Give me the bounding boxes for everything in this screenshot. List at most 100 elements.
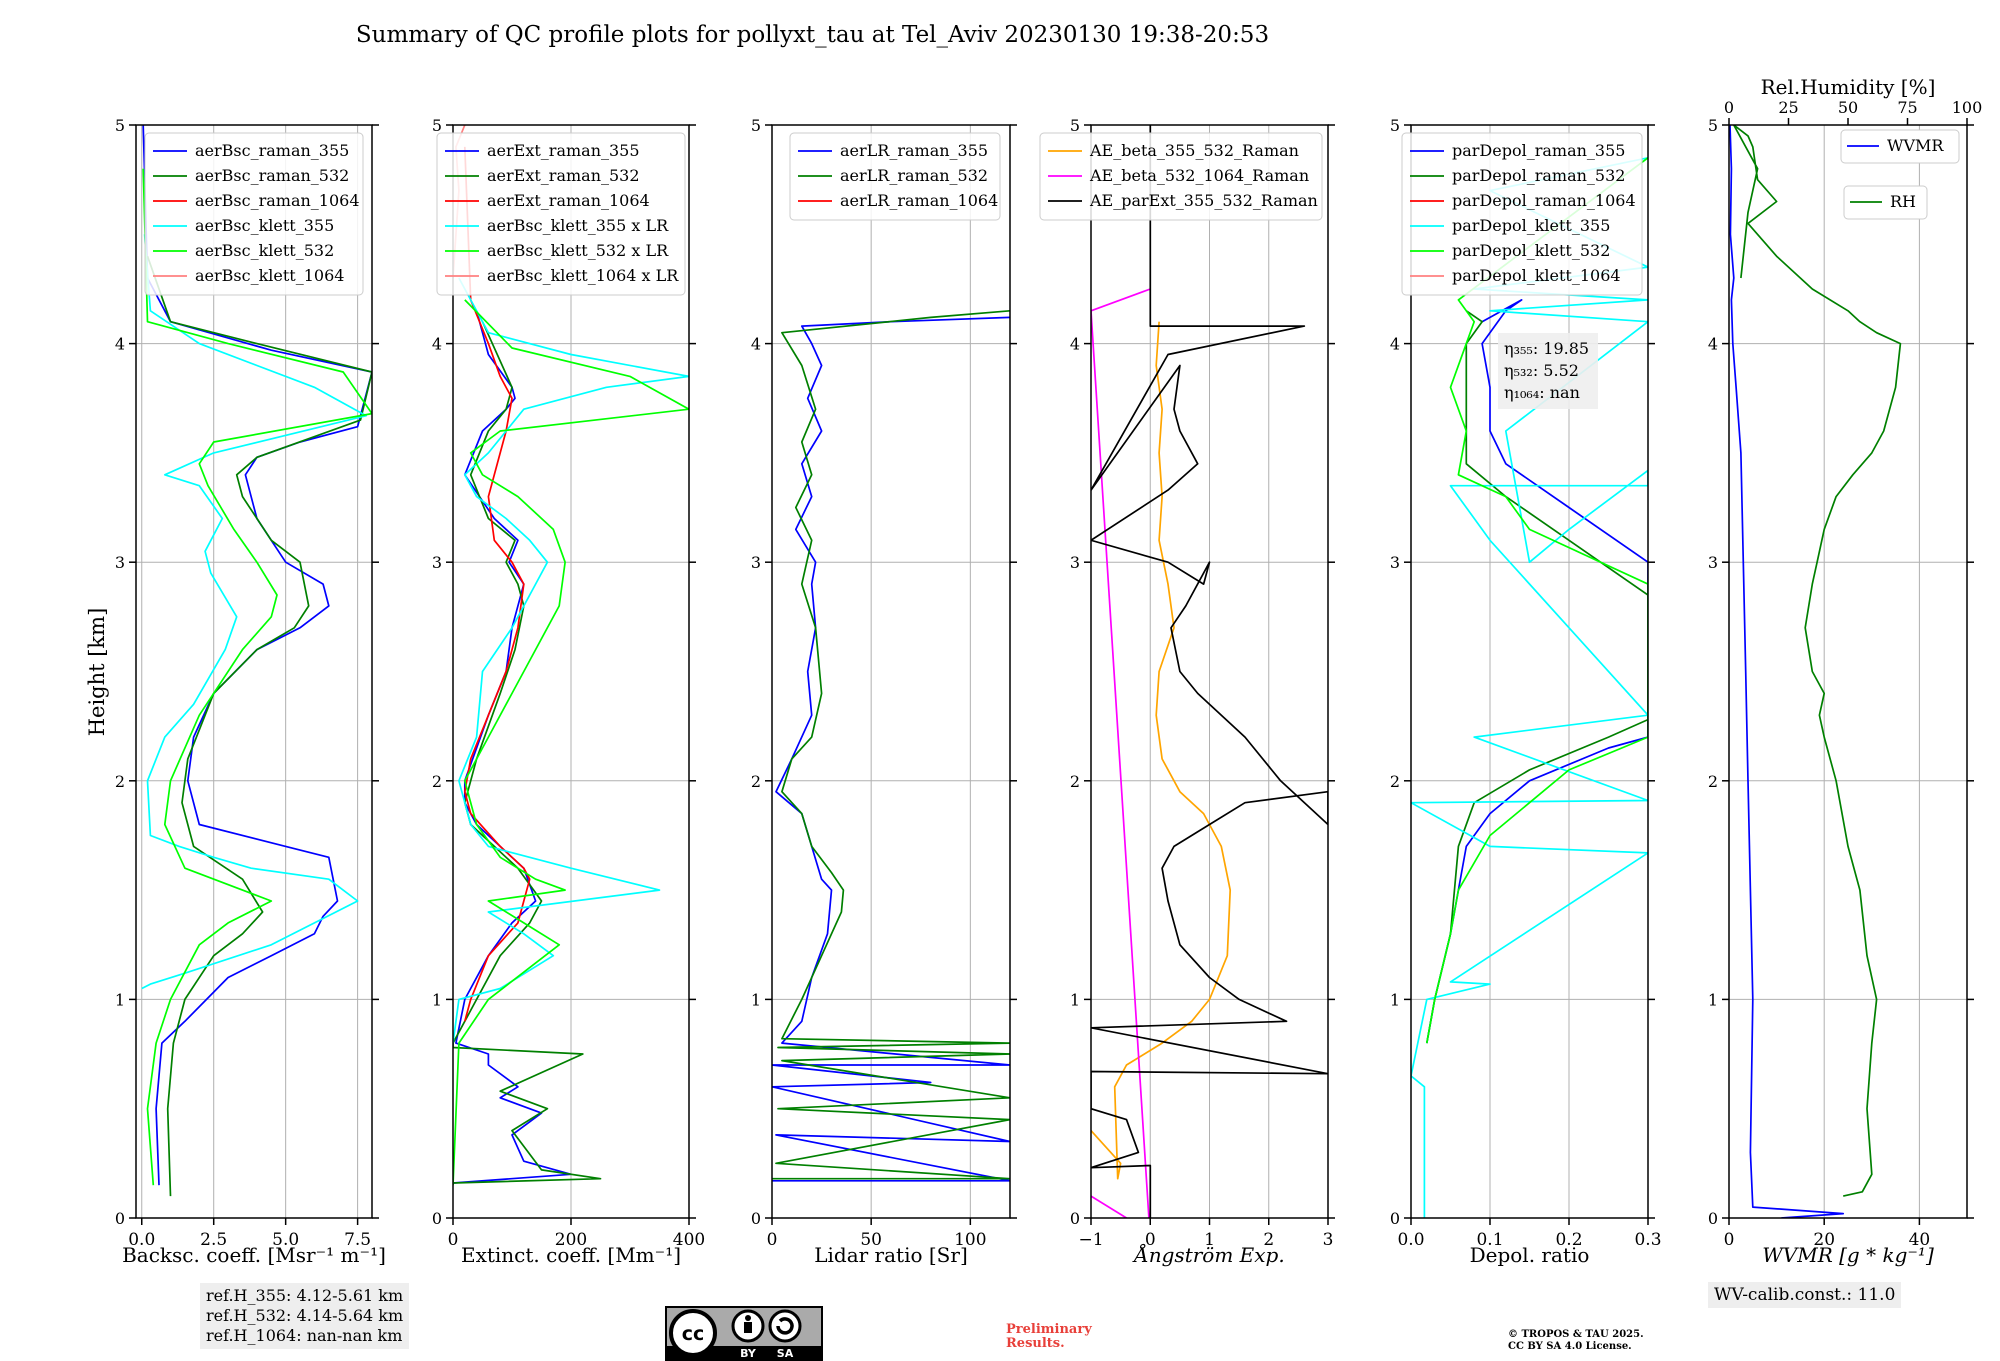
ref-height-355: ref.H_355: 4.12-5.61 km [206,1286,404,1305]
legend-label: aerBsc_klett_1064 [195,266,344,285]
axes-frame [1410,124,1649,1219]
x2-tick-label: 100 [1952,98,1983,117]
cc-by-sa-logo: cc BY SA [665,1306,823,1361]
x-tick-label: 200 [555,1230,587,1250]
panel-bsc: 0.0 2.5 5.0 7.5 0 1 2 3 4 5 Backsc. coeff. [Msr⁻¹ … [115,116,386,1267]
y-tick-label: 1 [751,990,761,1009]
series-line-aerBsc_klett_532 [142,168,372,1186]
legend-label: parDepol_raman_1064 [1452,191,1636,210]
x-tick-label: 0.3 [1634,1230,1661,1250]
series-line-AE_parExt_355_532_Raman [1091,125,1328,1218]
legend-label: parDepol_klett_1064 [1452,266,1621,285]
y-tick-label: 1 [115,990,125,1009]
legend-label: aerExt_raman_532 [487,166,640,185]
legend-label: parDepol_raman_532 [1452,166,1625,185]
series-line-aerExt_raman_532 [453,321,602,1184]
series-line-parDepol_raman_355 [1425,299,1648,1044]
y-tick-label: 3 [1070,553,1080,572]
x-tick-label: 0.2 [1555,1230,1582,1250]
x-tick-label: 3 [1323,1230,1334,1250]
series-line-aerExt_raman_1064 [463,146,531,1022]
legend-label: AE_beta_532_1064_Raman [1089,166,1309,185]
legend-label: parDepol_klett_532 [1452,241,1610,260]
series-lines [1091,125,1328,1218]
y-tick-label: 4 [432,335,442,354]
x-tick-label: 40 [1909,1230,1931,1250]
series-line-RH [1732,125,1902,1197]
legend-label: aerBsc_klett_1064 x LR [487,266,679,285]
series-line-aerBsc_raman_532 [146,255,372,1197]
legend-box [436,132,686,296]
x-axis-label: Ångström Exp. [1132,1242,1284,1267]
legend-label: parDepol_klett_355 [1452,216,1610,235]
legend-label: aerExt_raman_355 [487,141,640,160]
series-line-aerLR_raman_532 [772,309,1010,1180]
cc-sa-label: SA [777,1347,794,1360]
axes-frame [452,124,690,1219]
panel-lr: 0 50 100 0 1 2 3 4 5 Lidar ratio [Sr] aerLR_raman_… [751,116,1017,1267]
y-tick-label: 0 [1708,1209,1718,1228]
y-tick-label: 2 [115,772,125,791]
legend-box [789,132,1001,221]
legend-label: aerBsc_klett_532 [195,241,334,260]
panel-ae: −1 0 1 2 3 0 1 2 3 4 5 Ångström Exp. AE_beta_355_532… [1039,116,1335,1267]
series-lines [772,309,1010,1182]
y-tick-label: 0 [1070,1209,1080,1228]
y-tick-label: 5 [751,116,761,135]
x-tick-label: 1 [1204,1230,1215,1250]
legend-label: aerBsc_klett_532 x LR [487,241,669,260]
x-tick-label: 0.1 [1476,1230,1503,1250]
y-tick-label: 4 [1708,335,1718,354]
legend-label: RH [1890,192,1916,211]
x-axis-label: Lidar ratio [Sr] [814,1243,968,1267]
legend-label: aerBsc_raman_355 [195,141,349,160]
x2-tick-label: 0 [1724,98,1734,117]
y-tick-label: 3 [432,553,442,572]
y-tick-label: 1 [1390,990,1400,1009]
series-line-aerBsc_klett_532 x LR [453,299,689,1186]
y-tick-label: 3 [1708,553,1718,572]
legend-box [1843,185,1928,220]
x-tick-label: 5.0 [272,1230,299,1250]
legend-label: aerBsc_raman_532 [195,166,349,185]
y-tick-label: 3 [751,553,761,572]
legend-label: aerBsc_raman_1064 [195,191,360,210]
wv-calibration-constant: WV-calib.const.: 11.0 [1708,1282,1902,1308]
y-tick-label: 0 [1390,1209,1400,1228]
y-tick-label: 4 [1070,335,1080,354]
y-tick-label: 2 [432,772,442,791]
legend-label: AE_parExt_355_532_Raman [1089,191,1318,210]
x-tick-label: −1 [1078,1230,1103,1250]
series-lines [453,125,689,1186]
x-tick-label: 7.5 [344,1230,371,1250]
y-tick-label: 1 [432,990,442,1009]
y-tick-label: 2 [1390,772,1400,791]
axes-frame [1090,124,1329,1219]
legend-box [1401,132,1643,296]
series-line-aerBsc_klett_355 [141,234,368,990]
y-tick-label: 5 [115,116,125,135]
y-tick-label: 1 [1070,990,1080,1009]
legend-label: aerExt_raman_1064 [487,191,650,210]
x2-tick-label: 50 [1838,98,1858,117]
legend-box [1840,129,1960,164]
y-tick-label: 5 [1708,116,1718,135]
x-axis-label: Extinct. coeff. [Mm⁻¹] [461,1243,681,1267]
series-line-parDepol_raman_532 [1425,310,1648,1044]
axes-frame [135,124,373,1219]
series-line-AE_beta_532_1064_Raman [1091,288,1151,1218]
y-axis-label: Height [km] [85,608,109,737]
legend-label: AE_beta_355_532_Raman [1089,141,1299,160]
profile-figure: Height [km] 0.0 2.5 5.0 7.5 0 1 2 3 4 5 Backsc. coe… [85,75,1983,1267]
legend-box [144,132,364,296]
legend-label: aerBsc_klett_355 [195,216,334,235]
x-axis-label: Depol. ratio [1470,1243,1590,1267]
y-tick-label: 4 [115,335,125,354]
series-line-WVMR [1729,125,1845,1218]
axes-frame [771,124,1011,1219]
legend-label: WVMR [1887,136,1944,155]
x-tick-label: 0 [1724,1230,1735,1250]
y-tick-label: 5 [432,116,442,135]
series-line-aerBsc_klett_355 x LR [453,277,689,1044]
preliminary-line-1: Preliminary [1006,1322,1092,1337]
